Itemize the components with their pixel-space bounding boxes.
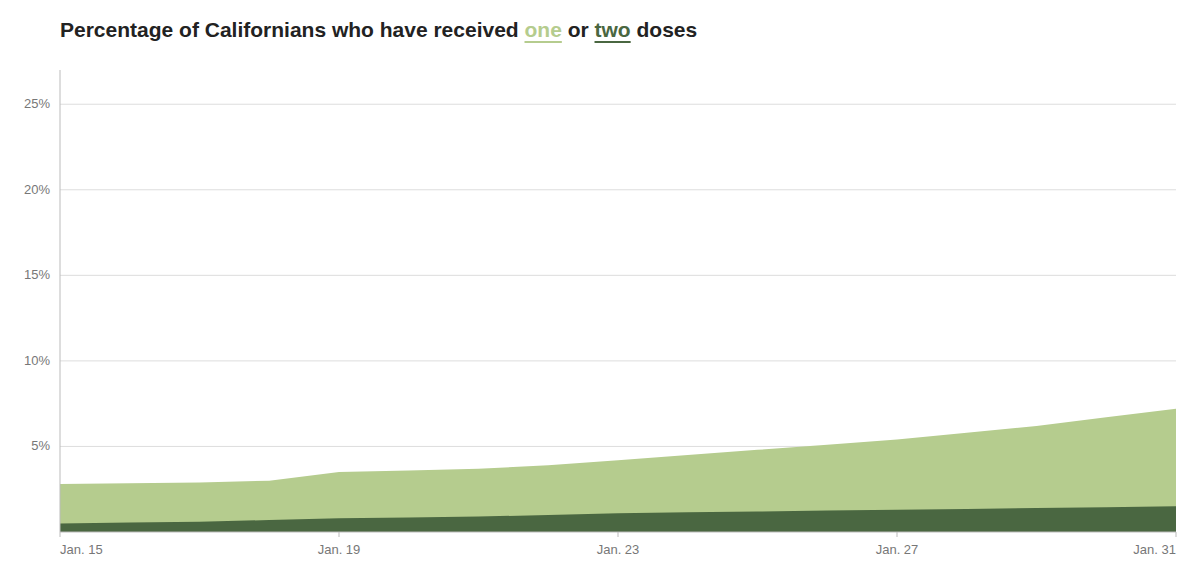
title: Percentage of Californians who have rece… [60,18,697,42]
chart: 5% 10% 15% 20% 25% Jan. 15 Jan. 19 Jan. 23 Jan. … [0,0,1200,586]
y-tick-label: 25% [24,96,50,111]
y-tick-label: 10% [24,353,50,368]
grid-line [60,189,1176,190]
y-tick-label: 5% [31,438,50,453]
x-tick-label: Jan. 15 [60,542,103,557]
x-tick [60,532,61,537]
grid-line [60,104,1176,105]
grid-line [60,360,1176,361]
grid [60,104,1176,446]
y-axis-line [60,70,61,532]
x-tick-label: Jan. 27 [876,542,919,557]
y-tick-label: 15% [24,267,50,282]
areas [60,409,1176,532]
y-tick-label: 20% [24,182,50,197]
x-tick [1176,532,1177,537]
area [60,409,1176,532]
x-tick-label: Jan. 19 [318,542,361,557]
x-tick-label: Jan. 23 [597,542,640,557]
x-tick [339,532,340,537]
grid-line [60,275,1176,276]
title-highlight: two [595,18,631,41]
x-tick [897,532,898,537]
x-tick [618,532,619,537]
area [60,506,1176,532]
x-tick-label: Jan. 31 [1133,542,1176,557]
title-highlight: one [525,18,562,41]
